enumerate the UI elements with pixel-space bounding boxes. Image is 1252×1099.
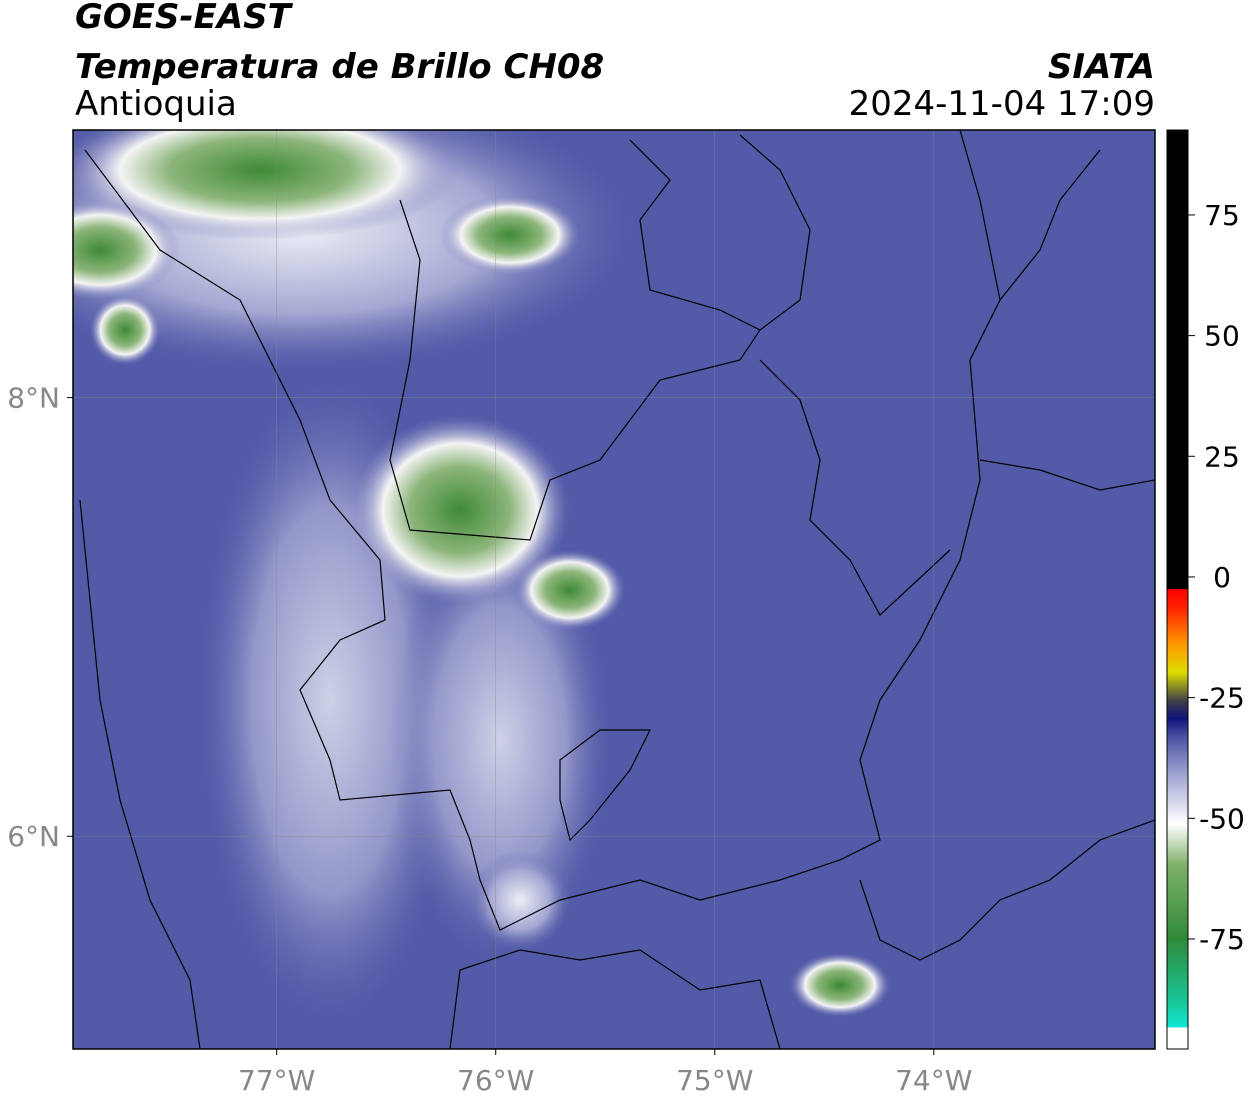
colorbar-tick-label: -50 — [1199, 802, 1245, 835]
colorbar-tick-label: 0 — [1213, 561, 1231, 594]
y-tick-label: 6°N — [7, 820, 60, 853]
x-tick-label: 75°W — [676, 1064, 753, 1097]
y-tick-label: 8°N — [7, 382, 60, 415]
colorbar-tick-label: 75 — [1204, 199, 1240, 232]
graticule — [73, 130, 1155, 1049]
source: SIATA — [1048, 47, 1155, 87]
colorbar — [1166, 129, 1189, 1050]
colorbar-tick-label: -25 — [1199, 682, 1245, 715]
map-frame — [72, 129, 1156, 1050]
subtitle: Temperatura de Brillo CH08 — [75, 47, 604, 87]
colorbar-tick-label: 50 — [1204, 320, 1240, 353]
colorbar-tick-label: -75 — [1199, 923, 1245, 956]
x-tick-label: 76°W — [457, 1064, 534, 1097]
timestamp: 2024-11-04 17:09 — [849, 84, 1155, 124]
region: Antioquia — [75, 84, 237, 124]
colorbar-tick-label: 25 — [1204, 440, 1240, 473]
x-tick-label: 74°W — [895, 1064, 972, 1097]
x-tick-label: 77°W — [238, 1064, 315, 1097]
map-image — [73, 130, 1155, 1049]
title: GOES-EAST — [75, 0, 294, 37]
